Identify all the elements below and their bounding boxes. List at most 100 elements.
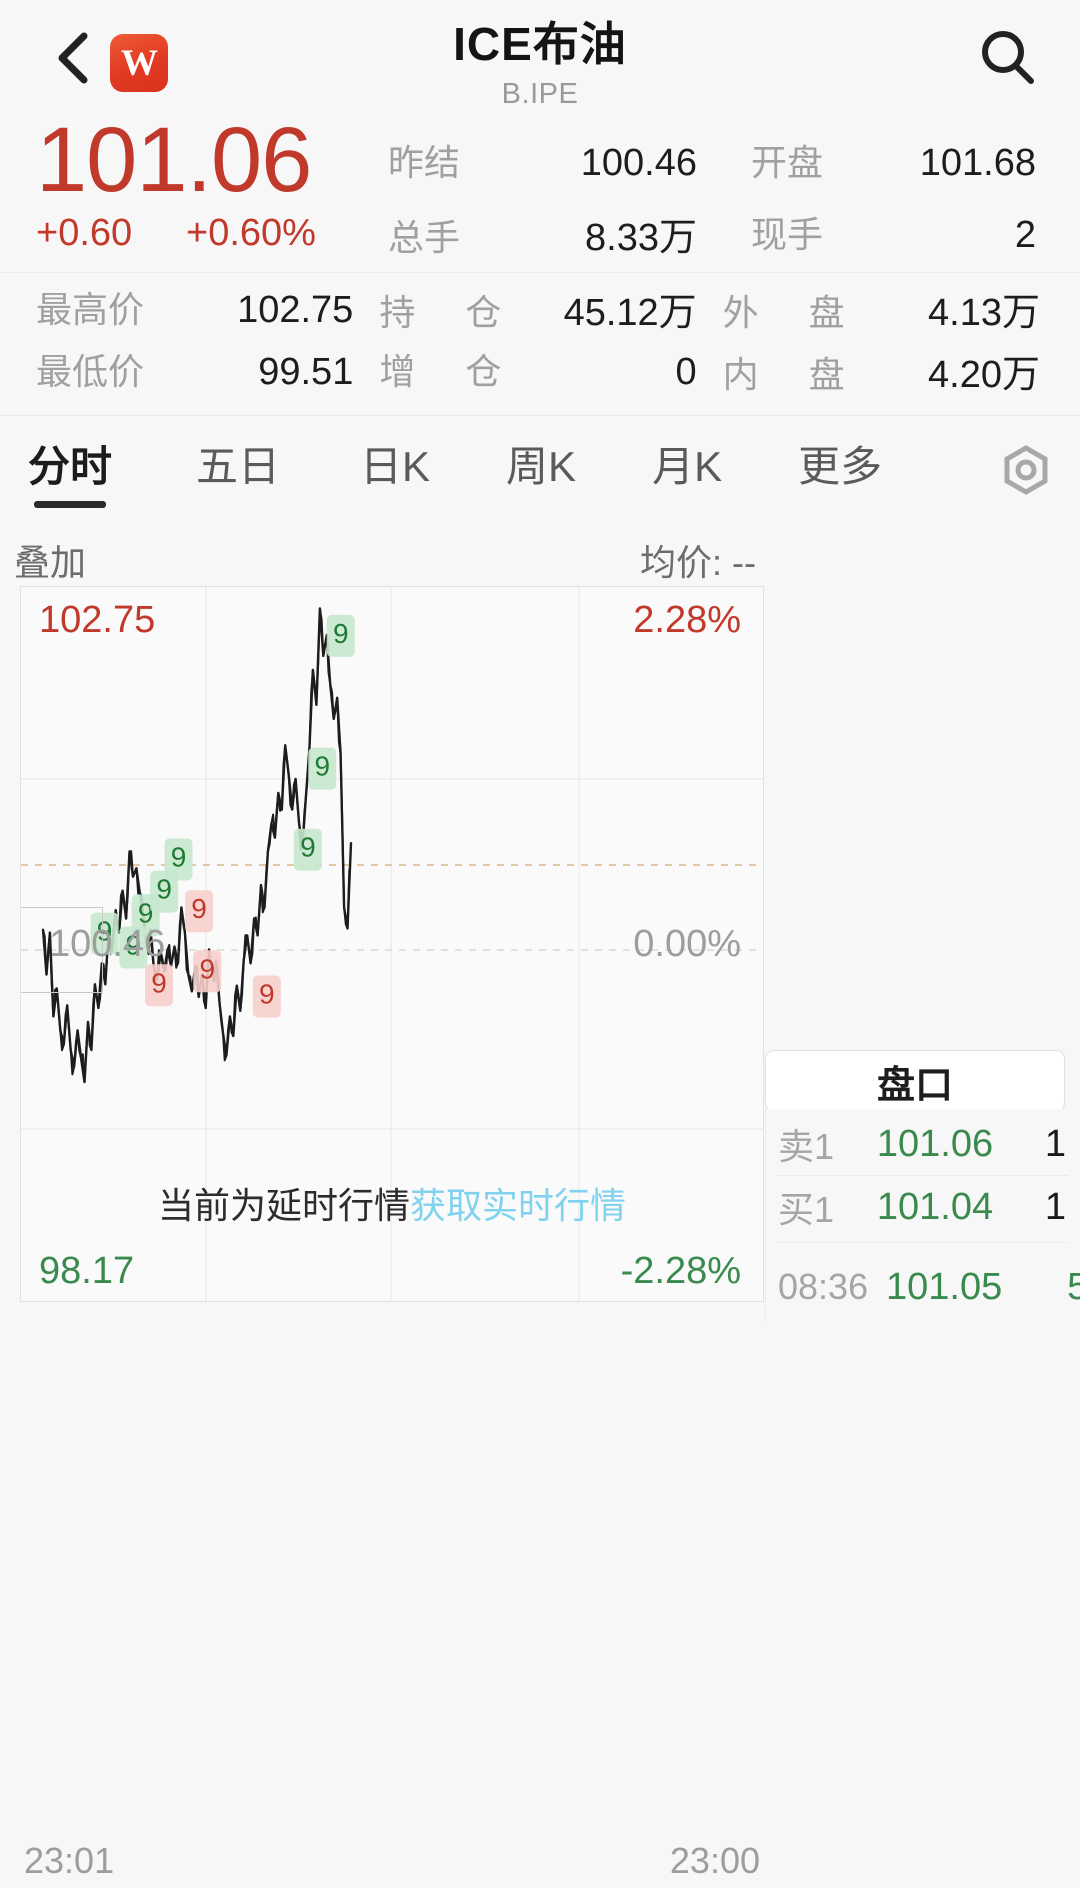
trade-qty: 5 (1012, 1266, 1080, 1309)
realtime-quote-link[interactable]: 获取实时行情 (410, 1185, 627, 1226)
bid-qty: 1 (1044, 1185, 1066, 1228)
tab-label: 周K (506, 442, 577, 490)
quote-field: 昨结 100.46 (388, 134, 727, 206)
svg-text:9: 9 (259, 978, 275, 1009)
search-icon (982, 31, 1034, 84)
field-label: 现手 (751, 214, 824, 255)
orderbook-tab-button[interactable]: 盘口 (765, 1050, 1065, 1112)
svg-text:9: 9 (300, 832, 316, 863)
buy-marker: 9 (119, 926, 148, 969)
time-tick-start: 23:01 (24, 1840, 115, 1881)
stat-item: 最高价 102.75 (36, 281, 379, 343)
last-price: 101.06 (36, 109, 312, 211)
app-logo[interactable]: W (110, 34, 168, 92)
buy-marker: 9 (90, 912, 119, 955)
stat-item: 最低价 99.51 (36, 343, 379, 405)
hexagon-settings-icon (1004, 445, 1048, 495)
buy-marker: 9 (326, 614, 355, 657)
tab-zhouk[interactable]: 周K (506, 433, 576, 508)
tab-fenshi[interactable]: 分时 (28, 433, 112, 508)
time-tick-end: 23:00 (669, 1840, 760, 1881)
quote-block: 101.06 +0.60 +0.60% 昨结 100.46 开盘 101.68 … (0, 112, 1080, 272)
stat-label: 最高价 (36, 289, 145, 330)
chart-time-axis: 23:01 23:00 (20, 1840, 764, 1888)
divider (778, 1242, 1068, 1243)
buy-marker: 9 (164, 838, 193, 881)
bid-ask-list: 卖1 101.06 1 买1 101.04 1 (766, 1109, 1080, 1243)
field-value: 2 (1014, 214, 1036, 256)
svg-text:9: 9 (199, 953, 215, 984)
trade-row[interactable]: 08:36 101.055 (766, 1249, 1080, 1324)
tab-rik[interactable]: 日K (360, 433, 430, 508)
tab-label: 五日 (196, 442, 281, 490)
overlay-button[interactable]: 叠加 (14, 542, 87, 583)
stat-label: 最低价 (36, 351, 145, 392)
tab-yuek[interactable]: 月K (652, 433, 722, 508)
stat-value: 45.12万 (563, 292, 697, 334)
quote-field: 总手 8.33万 (388, 206, 727, 278)
buy-marker: 9 (308, 747, 337, 790)
stat-item: 内 盘 4.20万 (723, 343, 1066, 405)
chart-low-percent: -2.28% (620, 1250, 741, 1292)
tab-label: 月K (652, 442, 723, 490)
tab-label: 更多 (798, 442, 883, 490)
tab-wuri[interactable]: 五日 (196, 433, 280, 508)
mid-price-box (21, 907, 103, 993)
stat-label: 持 仓 (379, 292, 522, 333)
ask-label: 卖1 (778, 1126, 835, 1167)
tab-label: 日K (360, 442, 431, 490)
delay-notice: 当前为延时行情获取实时行情 (21, 1177, 763, 1229)
stat-value: 99.51 (258, 351, 354, 393)
chart-low-label: 98.17 (39, 1250, 135, 1292)
price-change-percent: +0.60% (186, 212, 316, 254)
trade-time: 08:36 (778, 1266, 869, 1307)
stat-value: 4.13万 (928, 292, 1040, 334)
tab-more[interactable]: 更多 (798, 433, 882, 508)
quote-fields: 昨结 100.46 开盘 101.68 总手 8.33万 现手 2 (388, 134, 1066, 278)
svg-text:9: 9 (97, 916, 113, 947)
stat-label: 内 盘 (722, 354, 865, 395)
trade-list[interactable]: 08:36101.05508:36101.07308:36100.9511608… (766, 1243, 1080, 1324)
navbar: W ICE布油 B.IPE (0, 0, 1080, 112)
stats-grid: 最高价 102.75 持 仓 45.12万 外 盘 4.13万 最低价 99.5… (0, 272, 1080, 416)
page-title: ICE布油 (453, 18, 627, 70)
bid-row[interactable]: 买1 101.04 1 (766, 1176, 1080, 1238)
search-button[interactable] (974, 24, 1042, 92)
svg-text:9: 9 (314, 751, 330, 782)
chart-tabs: 分时 五日 日K 周K 月K 更多 (0, 416, 1080, 524)
bid-label: 买1 (778, 1189, 835, 1230)
sell-marker: 9 (185, 890, 214, 933)
buy-marker: 9 (150, 870, 179, 913)
field-label: 开盘 (751, 142, 824, 183)
chart-high-percent: 2.28% (633, 599, 741, 641)
stat-item: 增 仓 0 (379, 343, 722, 405)
bid-price: 101.04 (876, 1185, 994, 1228)
page-subtitle: B.IPE (501, 78, 579, 110)
quote-field: 开盘 101.68 (727, 134, 1066, 206)
change-row: +0.60 +0.60% (0, 212, 360, 255)
price-change: +0.60 (36, 212, 133, 254)
tab-underline (34, 500, 107, 508)
chart-mid-percent: 0.00% (633, 923, 741, 965)
price-column: 101.06 +0.60 +0.60% (0, 112, 360, 255)
svg-text:9: 9 (156, 874, 172, 905)
svg-text:9: 9 (151, 967, 167, 998)
sell-marker: 9 (193, 950, 222, 993)
svg-text:9: 9 (171, 842, 187, 873)
field-value: 100.46 (580, 142, 697, 184)
svg-text:9: 9 (333, 618, 349, 649)
ask-row[interactable]: 卖1 101.06 1 (766, 1113, 1080, 1175)
chart-high-label: 102.75 (39, 599, 156, 641)
stat-label: 增 仓 (379, 351, 522, 392)
stat-value: 102.75 (237, 289, 354, 331)
chevron-left-icon (58, 32, 88, 84)
chart-mid-label: 100.46 (49, 923, 166, 965)
field-value: 101.68 (919, 142, 1036, 184)
field-label: 总手 (388, 217, 461, 258)
settings-button[interactable] (998, 442, 1054, 498)
quote-field: 现手 2 (727, 206, 1066, 278)
back-button[interactable] (46, 30, 102, 86)
